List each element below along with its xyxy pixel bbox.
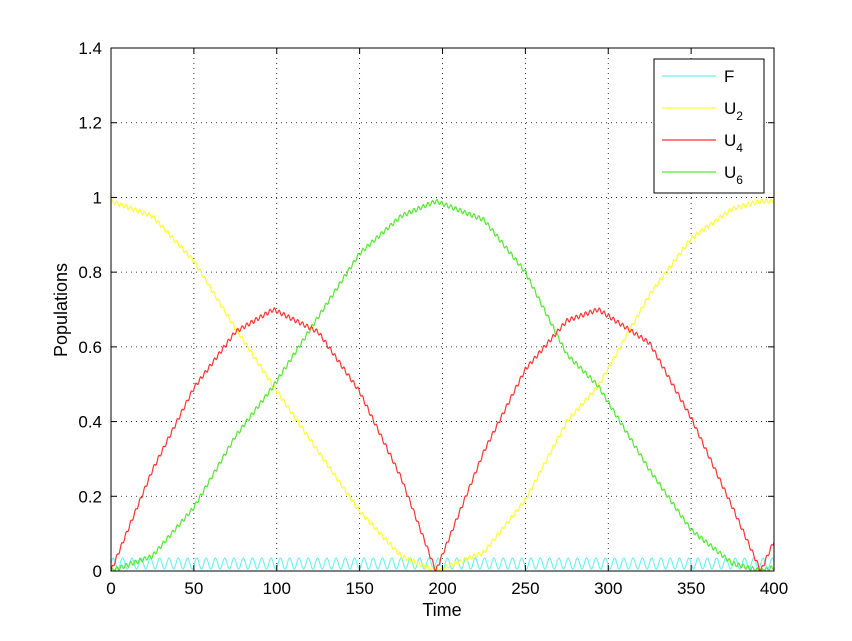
y-tick-label: 0.6 [78, 338, 102, 357]
x-tick-label: 100 [263, 579, 291, 598]
y-tick-label: 0.4 [78, 413, 102, 432]
grid-lines [111, 48, 774, 571]
series-line-u6 [110, 198, 775, 572]
x-tick-label: 300 [594, 579, 622, 598]
x-tick-label: 250 [511, 579, 539, 598]
legend-label-subscript: 2 [736, 109, 743, 123]
legend-box [653, 58, 765, 194]
y-tick-label: 1.2 [78, 114, 102, 133]
x-tick-label: 50 [184, 579, 203, 598]
x-tick-label: 0 [106, 579, 115, 598]
y-tick-label: 0.8 [78, 263, 102, 282]
y-tick-label: 0.2 [78, 487, 102, 506]
x-axis-title: Time [422, 600, 461, 620]
x-tick-label: 400 [760, 579, 788, 598]
legend-label-main: U [724, 163, 736, 182]
series-line-u4 [110, 307, 775, 572]
legend-label: U4 [724, 131, 743, 155]
legend-label-main: F [724, 67, 734, 86]
y-tick-label: 1 [93, 188, 102, 207]
x-tick-label: 150 [345, 579, 373, 598]
legend-label-subscript: 6 [736, 173, 743, 187]
axis-ticks: 0 50 100 150 200 250 300 350 400 0 0.2 0.4 0.6 0.8 1 1.… [78, 39, 788, 598]
legend-label-subscript: 4 [736, 141, 743, 155]
y-tick-label: 0 [93, 562, 102, 581]
legend-label: F [724, 67, 734, 86]
y-axis-title: Populations [51, 263, 71, 357]
legend-label-main: U [724, 99, 736, 118]
y-tick-label: 1.4 [78, 39, 102, 58]
x-tick-label: 350 [677, 579, 705, 598]
legend-label-main: U [724, 131, 736, 150]
legend-label: U6 [724, 163, 743, 187]
x-tick-label: 200 [428, 579, 456, 598]
legend-label: U2 [724, 99, 743, 123]
